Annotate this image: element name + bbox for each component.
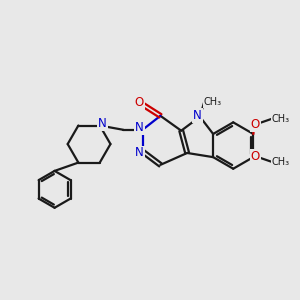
Text: O: O (250, 118, 260, 130)
Text: N: N (135, 146, 144, 160)
Text: CH₃: CH₃ (272, 157, 290, 167)
Text: N: N (135, 121, 144, 134)
Text: CH₃: CH₃ (203, 98, 221, 107)
Text: CH₃: CH₃ (272, 114, 290, 124)
Text: N: N (98, 117, 107, 130)
Text: O: O (135, 96, 144, 109)
Text: O: O (250, 150, 260, 163)
Text: N: N (193, 109, 202, 122)
